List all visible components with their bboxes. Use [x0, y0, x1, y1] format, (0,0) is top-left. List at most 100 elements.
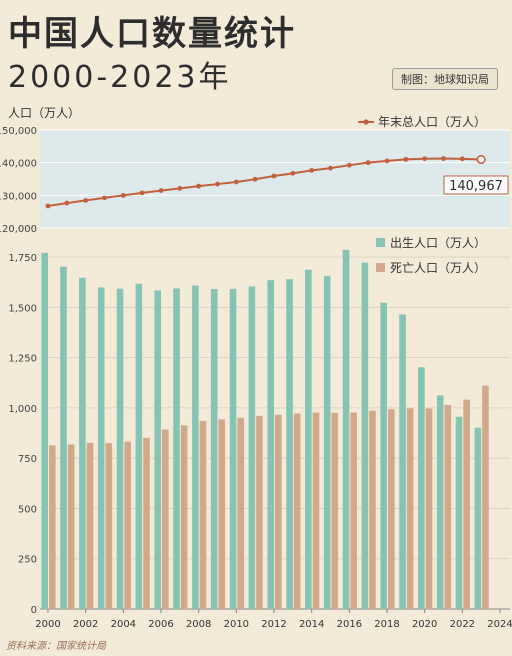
xtick-label: 2012: [261, 619, 286, 630]
xtick-label: 2016: [337, 619, 362, 630]
births-bar: [361, 262, 369, 609]
deaths-bar: [199, 420, 207, 609]
deaths-bar: [86, 442, 94, 609]
population-point: [233, 179, 239, 185]
births-bar: [135, 283, 143, 609]
deaths-bar: [67, 444, 75, 609]
births-bar: [192, 285, 199, 609]
population-point: [139, 190, 145, 196]
population-point: [403, 156, 409, 162]
births-bar: [267, 280, 274, 609]
bar-ytick-label: 750: [18, 454, 37, 465]
births-bar: [210, 289, 218, 609]
legend-deaths-label: 死亡人口（万人）: [390, 261, 486, 275]
xtick-label: 2020: [412, 619, 437, 630]
credit-badge: 制图：地球知识局: [392, 68, 498, 90]
population-point: [196, 183, 202, 189]
population-point: [476, 154, 486, 165]
births-bar: [380, 302, 387, 609]
population-point: [83, 197, 89, 203]
bar-ytick-label: 1,250: [8, 354, 37, 365]
population-point: [252, 176, 258, 182]
population-point: [271, 173, 277, 179]
deaths-bar: [293, 413, 301, 609]
population-point: [441, 156, 446, 161]
births-bar: [173, 288, 180, 609]
population-point: [328, 165, 333, 171]
deaths-bar: [388, 409, 395, 609]
bar-ytick-label: 0: [31, 605, 37, 616]
line-ytick-label: 140,000: [0, 159, 37, 170]
births-bar: [455, 416, 463, 609]
deaths-bar: [482, 385, 489, 609]
births-bar: [154, 290, 161, 609]
deaths-bar: [425, 408, 433, 609]
line-ylabel: 人口（万人）: [8, 106, 80, 120]
births-bar: [399, 314, 406, 609]
births-bar: [305, 269, 312, 609]
deaths-bar: [350, 412, 357, 609]
deaths-bar: [180, 425, 188, 609]
xtick-label: 2002: [73, 619, 98, 630]
xtick-label: 2024: [487, 619, 512, 630]
source-note: 资料来源：国家统计局: [6, 641, 106, 652]
deaths-bar: [331, 412, 339, 609]
legend-births-swatch: [376, 238, 385, 247]
bar-ytick-label: 250: [18, 555, 37, 566]
deaths-bar: [237, 417, 244, 609]
births-bar: [248, 286, 256, 609]
deaths-bar: [256, 415, 263, 609]
deaths-bar: [369, 410, 376, 609]
population-point: [102, 195, 107, 201]
deaths-bar: [49, 445, 56, 609]
population-point: [384, 158, 390, 164]
births-bar: [41, 252, 48, 610]
deaths-bar: [444, 405, 452, 609]
births-bar: [60, 266, 67, 609]
population-point: [422, 156, 428, 162]
births-bar: [418, 367, 425, 609]
line-panel-bg: [40, 130, 510, 228]
deaths-bar: [105, 443, 113, 609]
xtick-label: 2008: [186, 619, 211, 630]
xtick-label: 2014: [299, 619, 324, 630]
xtick-label: 2018: [374, 619, 399, 630]
xtick-label: 2004: [111, 619, 136, 630]
chart-subtitle: 2000-2023年: [8, 60, 232, 95]
bar-ytick-label: 1,750: [8, 253, 37, 264]
legend-deaths-swatch: [376, 263, 385, 272]
deaths-bar: [406, 408, 414, 609]
births-bar: [97, 287, 105, 609]
deaths-bar: [218, 419, 226, 609]
births-bar: [116, 288, 124, 609]
population-line: [47, 157, 482, 207]
births-bar: [342, 249, 350, 609]
births-bar: [323, 276, 331, 609]
xtick-label: 2010: [224, 619, 249, 630]
xtick-label: 2006: [148, 619, 173, 630]
population-point: [459, 156, 465, 162]
births-bar: [286, 279, 293, 609]
legend-population-dot: [363, 119, 369, 125]
population-point: [215, 181, 220, 187]
population-point: [177, 185, 183, 191]
deaths-bar: [143, 437, 150, 609]
line-ytick-label: 130,000: [0, 191, 37, 202]
bar-ytick-label: 1,000: [8, 404, 37, 415]
population-point: [309, 167, 315, 173]
population-point: [346, 162, 352, 168]
births-bar: [229, 288, 237, 609]
births-bar: [79, 277, 86, 609]
line-ytick-label: 150,000: [0, 126, 37, 137]
bar-ytick-label: 1,500: [8, 303, 37, 314]
line-ytick-label: 120,000: [0, 224, 37, 235]
xtick-label: 2000: [35, 619, 60, 630]
deaths-bar: [124, 441, 131, 609]
population-point: [158, 188, 164, 194]
population-point: [290, 170, 296, 176]
population-point: [45, 203, 51, 209]
population-point: [120, 192, 126, 198]
population-point: [365, 160, 371, 166]
births-bar: [474, 427, 482, 609]
